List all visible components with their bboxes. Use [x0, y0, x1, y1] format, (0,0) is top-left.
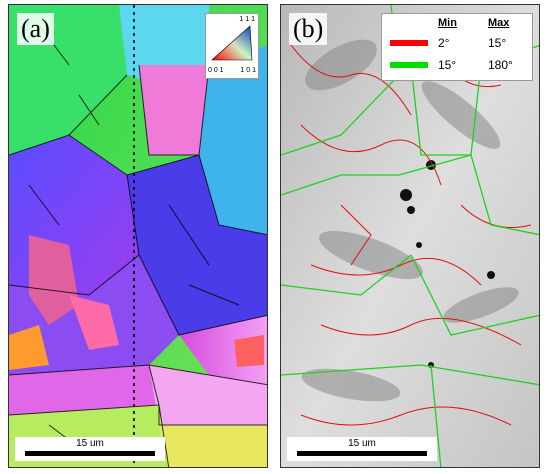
- legend-row-high-angle: 15° 180°: [382, 56, 532, 76]
- misorientation-legend: Min Max 2° 15° 15° 180°: [381, 13, 533, 81]
- scale-bar-b-label: 15 um: [348, 438, 376, 449]
- ipf-color-key: 1 1 1 0 0 1 1 0 1: [205, 13, 259, 79]
- panel-a-label: (a): [17, 13, 54, 45]
- ipf-triangle-icon: [211, 25, 253, 61]
- ipf-label-101: 1 0 1: [240, 67, 256, 74]
- scale-bar-a-line: [25, 451, 155, 456]
- scale-bar-a-label: 15 um: [76, 438, 104, 449]
- legend-min-header: Min: [438, 17, 457, 29]
- ipf-label-111: 1 1 1: [239, 16, 255, 23]
- legend-min-value: 15°: [438, 58, 457, 72]
- legend-min-value: 2°: [438, 36, 450, 50]
- scale-bar-b: 15 um: [287, 437, 437, 461]
- legend-max-header: Max: [488, 17, 510, 29]
- boundary-map-panel: (b) Min Max 2° 15° 15° 180° 15 um: [280, 4, 540, 468]
- scale-bar-a: 15 um: [15, 437, 165, 461]
- green-swatch: [390, 62, 428, 68]
- grain-boundary-map: [281, 5, 539, 467]
- legend-max-value: 180°: [488, 58, 513, 72]
- scale-bar-b-line: [297, 451, 427, 456]
- legend-max-value: 15°: [488, 36, 507, 50]
- ipf-label-001: 0 0 1: [208, 67, 224, 74]
- ipf-map-panel: (a) 1 1 1 0 0 1 1 0 1 15 um: [8, 4, 268, 468]
- red-swatch: [390, 40, 428, 46]
- panel-b-label: (b): [289, 13, 328, 45]
- legend-row-low-angle: 2° 15°: [382, 34, 532, 54]
